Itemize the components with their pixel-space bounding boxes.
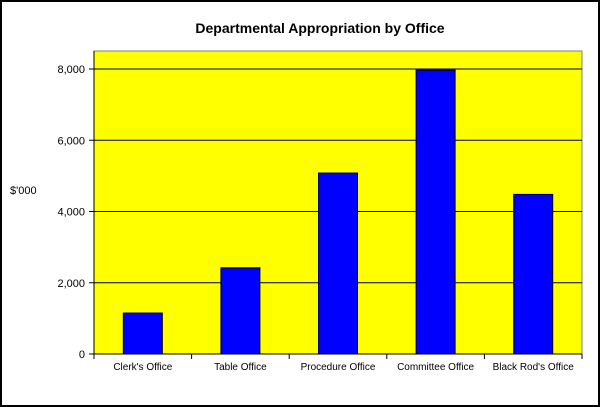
- y-axis-label: $'000: [10, 185, 37, 197]
- bar: [122, 312, 163, 355]
- x-tick-label: Clerk's Office: [113, 362, 172, 373]
- x-tick-label: Table Office: [214, 362, 267, 373]
- bar: [415, 69, 456, 355]
- x-tick-label: Black Rod's Office: [493, 362, 575, 373]
- x-tick-label: Procedure Office: [301, 362, 376, 373]
- y-tick-label: 6,000: [57, 135, 85, 147]
- y-tick-label: 0: [79, 349, 85, 361]
- y-axis-ticks: 0 2,000 4,000 6,000 8,000: [57, 64, 94, 361]
- chart-title: Departmental Appropriation by Office: [195, 20, 444, 36]
- x-axis-ticks: Clerk's Office Table Office Procedure Offi…: [93, 354, 583, 373]
- x-tick-label: Committee Office: [397, 362, 474, 373]
- bar: [220, 267, 261, 355]
- bar: [513, 193, 554, 355]
- y-tick-label: 4,000: [57, 207, 85, 219]
- bars: [122, 69, 554, 355]
- y-tick-label: 2,000: [57, 278, 85, 290]
- bar: [318, 172, 358, 355]
- y-tick-label: 8,000: [57, 64, 85, 76]
